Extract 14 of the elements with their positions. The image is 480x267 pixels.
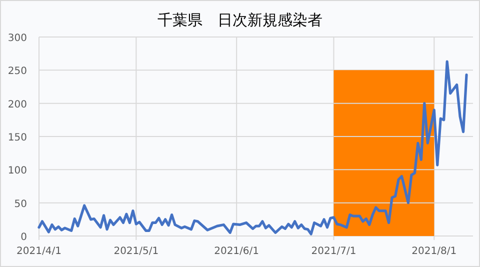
chart-title: 千葉県 日次新規感染者	[158, 11, 322, 29]
y-tick-label: 200	[8, 99, 27, 110]
y-tick-label: 100	[8, 166, 27, 177]
line-series	[38, 60, 468, 236]
x-tick-label: 2021/6/1	[214, 246, 260, 257]
x-tick-label: 2021/5/1	[114, 246, 159, 257]
x-tick-label: 2021/4/1	[16, 246, 62, 257]
x-tick-label: 2021/7/1	[311, 246, 356, 257]
y-tick-label: 0	[20, 232, 27, 243]
y-tick-label: 250	[8, 66, 27, 78]
x-tick-label: 2021/8/1	[412, 246, 457, 257]
y-tick-label: 150	[8, 132, 27, 144]
y-tick-label: 300	[8, 33, 27, 44]
y-tick-label: 50	[14, 198, 27, 210]
